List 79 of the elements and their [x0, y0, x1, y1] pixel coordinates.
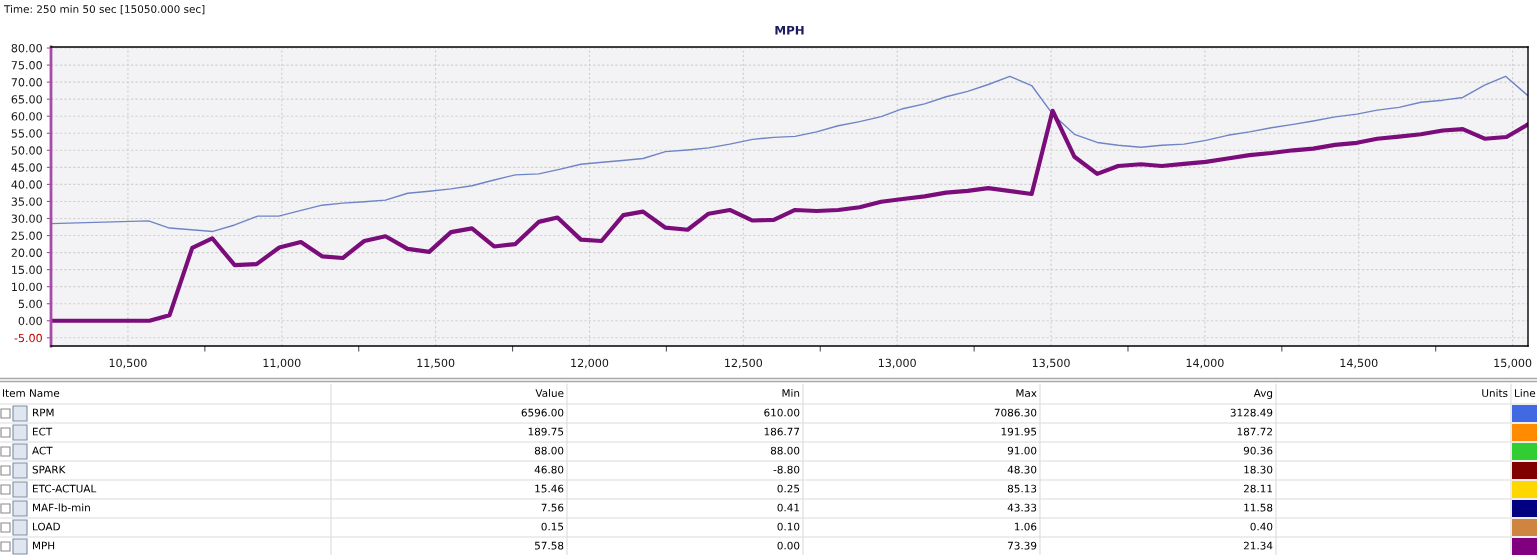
data-label: 11.58	[1244, 503, 1273, 512]
data-label: 90.36	[1243, 446, 1273, 455]
data-label: -8.80	[773, 465, 800, 474]
y-tick-label: 30.00	[11, 214, 42, 223]
text: Max	[1016, 389, 1037, 398]
x-tick-label: 15,000	[1494, 358, 1532, 369]
category-label: MPH	[33, 541, 55, 550]
y-tick-label: 50.00	[11, 146, 42, 155]
text: Time: 250 min 50 sec [15050.000 sec]	[3, 4, 205, 15]
x-tick-label: 13,000	[878, 358, 916, 369]
x-tick-label: 14,500	[1340, 358, 1378, 369]
x-tick-label: 11,500	[417, 358, 455, 369]
y-tick-label: 80.00	[11, 44, 42, 53]
data-label: 28.11	[1243, 484, 1273, 493]
x-tick-label: 12,000	[571, 358, 609, 369]
data-label: 191.95	[1001, 427, 1037, 436]
line-series	[51, 108, 1528, 323]
text: Units	[1482, 388, 1508, 398]
data-label: 46.80	[534, 465, 564, 474]
category-label: MAF-lb-min	[33, 503, 90, 512]
data-label: 18.30	[1244, 465, 1273, 474]
category-label: ACT	[32, 446, 53, 455]
text: Item Name	[3, 389, 60, 398]
data-label: 21.34	[1243, 541, 1273, 550]
data-label: 0.40	[1250, 522, 1273, 531]
data-label: 189.75	[528, 427, 564, 436]
text: Min	[782, 388, 800, 397]
data-label: 0.15	[541, 522, 564, 531]
category-label: ETC-ACTUAL	[33, 484, 97, 493]
data-label: 187.72	[1237, 427, 1272, 436]
x-tick-label: 11,000	[263, 358, 301, 369]
y-tick-label: 55.00	[11, 129, 42, 138]
y-tick-label: 70.00	[11, 78, 42, 87]
data-label: 57.58	[534, 541, 564, 550]
chart-title: MPH	[775, 25, 804, 35]
data-label: 186.77	[764, 427, 800, 436]
data-label: 0.10	[777, 522, 800, 531]
y-tick-label: 25.00	[11, 231, 42, 240]
x-tick-label: 12,500	[725, 358, 763, 369]
data-label: 7086.30	[994, 408, 1037, 417]
data-label: 3128.49	[1230, 408, 1273, 417]
y-tick-label: 10.00	[12, 282, 42, 292]
y-tick-label: 35.00	[11, 197, 42, 206]
y-tick-label: 5.00	[18, 299, 42, 309]
y-tick-label: 75.00	[11, 61, 42, 70]
category-label: LOAD	[33, 522, 60, 531]
y-tick-label: 40.00	[11, 180, 42, 189]
text: Avg	[1253, 389, 1273, 400]
data-label: 610.00	[764, 408, 800, 417]
data-label: 1.06	[1014, 522, 1037, 531]
text: Value	[535, 388, 564, 398]
data-label: 43.33	[1007, 503, 1037, 512]
category-label: SPARK	[32, 465, 66, 474]
category-label: RPM	[33, 408, 54, 417]
y-tick-label: 0.00	[18, 316, 42, 326]
data-label: 0.00	[777, 541, 800, 550]
data-label: 88.00	[534, 446, 564, 455]
data-label: 91.00	[1007, 446, 1037, 455]
text: Line	[1515, 388, 1536, 398]
data-label: 88.00	[770, 446, 800, 455]
y-tick-label: 15.00	[12, 265, 42, 275]
data-label: 15.46	[535, 484, 564, 493]
y-tick-label: 45.00	[11, 163, 42, 172]
data-label: 73.39	[1008, 541, 1037, 550]
category-label: ECT	[33, 427, 53, 436]
data-label: 7.56	[541, 503, 564, 512]
y-tick-label: 60.00	[11, 112, 42, 121]
y-tick-label: -5.00	[14, 333, 42, 343]
x-tick-label: 13,500	[1032, 358, 1070, 369]
data-label: 48.30	[1007, 465, 1037, 474]
x-tick-label: 10,500	[109, 358, 147, 369]
line-series	[51, 75, 1528, 233]
y-tick-label: 20.00	[11, 248, 42, 257]
data-label: 0.41	[777, 503, 800, 512]
data-label: 6596.00	[521, 408, 564, 417]
data-label: 0.25	[777, 484, 800, 493]
x-tick-label: 14,000	[1186, 358, 1224, 369]
data-label: 85.13	[1007, 484, 1037, 493]
y-tick-label: 65.00	[11, 95, 42, 104]
